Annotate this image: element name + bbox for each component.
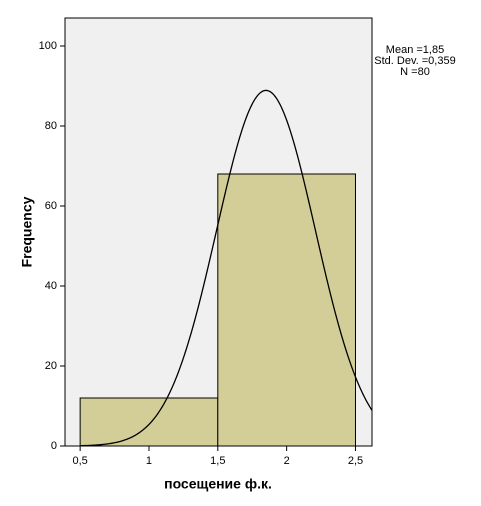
x-tick-label: 0,5 — [72, 455, 87, 467]
y-tick-label: 40 — [45, 280, 57, 292]
y-tick-label: 80 — [45, 120, 57, 132]
x-tick-label: 1 — [146, 455, 152, 467]
y-tick-label: 60 — [45, 200, 57, 212]
stats-annotation: Std. Dev. =0,359 — [374, 55, 455, 67]
x-tick-label: 2,5 — [348, 455, 363, 467]
stats-annotation: N =80 — [400, 66, 430, 78]
x-tick-label: 2 — [284, 455, 290, 467]
bar — [217, 173, 356, 447]
x-axis-title: посещение ф.к. — [164, 476, 272, 492]
y-tick-label: 0 — [51, 440, 57, 452]
bar — [79, 397, 219, 447]
x-tick-label: 1,5 — [210, 455, 225, 467]
y-tick-label: 100 — [39, 40, 57, 52]
y-tick-label: 20 — [45, 360, 57, 372]
stats-annotation: Mean =1,85 — [386, 44, 444, 56]
normal-curve — [80, 89, 373, 447]
y-axis-title: Frequency — [19, 196, 35, 267]
